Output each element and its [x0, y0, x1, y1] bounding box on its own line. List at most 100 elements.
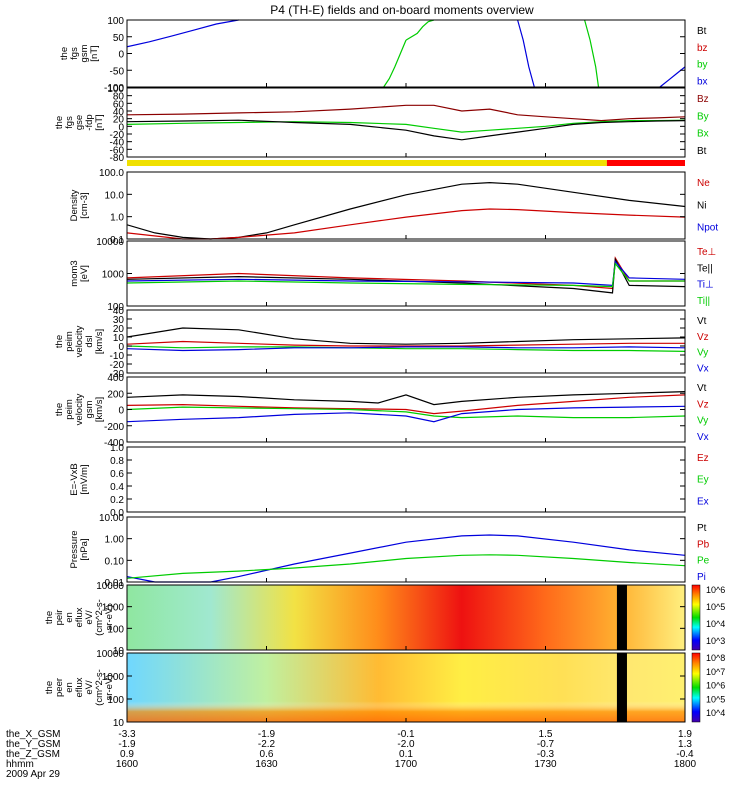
- ytick-label: -10: [110, 351, 125, 362]
- series-line: [126, 181, 686, 240]
- ytick-label: 40: [113, 306, 125, 317]
- ytick-label: 200: [107, 389, 124, 400]
- ytick-label: -20: [110, 360, 125, 371]
- legend-entry: bz: [697, 43, 708, 54]
- legend-entry: Bx: [697, 129, 709, 140]
- ytick-label: 10000: [96, 581, 124, 592]
- legend-entry: Ti⊥: [697, 280, 714, 291]
- ylabel: E=-VxB[mV/m]: [69, 463, 90, 495]
- legend-entry: Ey: [697, 475, 709, 486]
- ytick-label: -400: [104, 438, 124, 449]
- ytick-label: 80: [113, 92, 125, 103]
- panel-4: Te⊥ Te|| Ti⊥ Ti|| 10000 1000 100 mom3[eV]: [69, 237, 716, 313]
- ytick-label: 100.0: [99, 168, 124, 179]
- series-line: [126, 257, 686, 294]
- panel-frame: [126, 19, 686, 88]
- legend-entry: Npot: [697, 223, 718, 234]
- ytick-label: -30: [110, 369, 125, 380]
- legend-entry: Vt: [697, 383, 707, 394]
- data-gap: [616, 653, 627, 722]
- panel-frame: [126, 446, 686, 513]
- legend-entry: by: [697, 60, 708, 71]
- ylabel: thepeimvelocitydsl[km/s]: [54, 325, 105, 357]
- legend-entry: Te||: [697, 263, 713, 274]
- legend-entry: Bz: [697, 94, 709, 105]
- footer-row-label: the_X_GSM: [6, 729, 60, 740]
- ytick-label: 0.1: [110, 235, 124, 246]
- colorbar-label: 10^3: [706, 636, 725, 646]
- ytick-label: 0: [118, 50, 124, 61]
- legend-entry: Vz: [697, 332, 709, 343]
- footer-row-label: the_Z_GSM: [6, 749, 60, 760]
- panel-frame: [126, 309, 686, 374]
- footer-row-label: the_Y_GSM: [6, 739, 60, 750]
- ytick-label: -80: [110, 153, 125, 164]
- ytick-label: 400: [107, 373, 124, 384]
- panel-frame: [126, 240, 686, 307]
- footer-value: 1600: [116, 759, 139, 770]
- legend-entry: Ni: [697, 200, 706, 211]
- ytick-label: 1000: [102, 270, 125, 281]
- colorbar-label: 10^4: [706, 708, 725, 718]
- series-line: [126, 346, 686, 352]
- footer-value: 1630: [255, 759, 278, 770]
- footer-date: 2009 Apr 29: [6, 769, 60, 780]
- ytick-label: 10.0: [105, 190, 125, 201]
- footer-value: -0.7: [537, 739, 555, 750]
- footer-value: -2.2: [258, 739, 276, 750]
- ylabel: thepeerenefluxeV/(cm^2-s-sr-eV): [44, 669, 115, 706]
- colorbar: [691, 652, 701, 723]
- footer-value: 1800: [674, 759, 697, 770]
- ytick-label: 10: [113, 646, 125, 657]
- series-line: [517, 19, 535, 88]
- legend-entry: Vz: [697, 399, 709, 410]
- legend-entry: Pb: [697, 539, 710, 550]
- series-line: [126, 262, 685, 288]
- series-line: [126, 19, 239, 48]
- legend-entry: Bt: [697, 146, 707, 157]
- ytick-label: 0: [118, 406, 124, 417]
- quality-bar-good: [127, 160, 607, 166]
- ytick-label: 1.0: [110, 213, 124, 224]
- footer-value: -3.3: [118, 729, 136, 740]
- legend-entry: Vt: [697, 316, 707, 327]
- series-line: [126, 260, 686, 287]
- colorbar-label: 10^7: [706, 667, 725, 677]
- legend-entry: Vx: [697, 432, 709, 443]
- ytick-label: 100: [107, 16, 124, 27]
- series-line: [126, 345, 686, 352]
- legend-entry: Ne: [697, 178, 710, 189]
- ytick-label: 0.8: [110, 456, 124, 467]
- ytick-label: 0: [118, 342, 124, 353]
- ytick-label: 20: [113, 324, 125, 335]
- ytick-label: 50: [113, 33, 125, 44]
- colorbar-label: 10^5: [706, 694, 725, 704]
- series-line: [126, 340, 685, 347]
- ylabel: thepeimvelocitygsm[km/s]: [54, 393, 105, 425]
- series-line: [126, 119, 686, 133]
- series-line: [126, 104, 686, 122]
- ytick-label: 100: [107, 84, 124, 95]
- panel-3: Ne Ni Npot 100.0 10.0 1.0 0.1 Density[cm-3]: [69, 168, 718, 246]
- footer-value: -0.3: [537, 749, 555, 760]
- series-line: [126, 208, 686, 240]
- ytick-label: 60: [113, 99, 125, 110]
- ylabel: Density[cm-3]: [69, 189, 90, 221]
- ytick-label: -50: [110, 66, 125, 77]
- ytick-label: 10.00: [99, 513, 124, 524]
- ytick-label: 0.01: [105, 578, 125, 589]
- colorbar-label: 10^5: [706, 602, 725, 612]
- footer-value: 1.5: [539, 729, 553, 740]
- ytick-label: 30: [113, 315, 125, 326]
- ytick-label: 0.4: [110, 482, 124, 493]
- footer-value: -1.9: [258, 729, 276, 740]
- ylabel: Pressure[nPa]: [69, 530, 90, 568]
- legend-entry: Ez: [697, 453, 709, 464]
- ytick-label: 40: [113, 107, 125, 118]
- ylabel: thefgsgse-fdp[nT]: [54, 114, 105, 130]
- legend-entry: bx: [697, 76, 708, 87]
- colorbar-label: 10^8: [706, 653, 725, 663]
